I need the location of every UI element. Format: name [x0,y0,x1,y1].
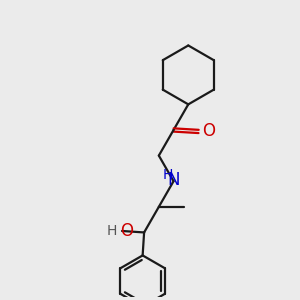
Text: H: H [106,224,117,238]
Text: O: O [202,122,215,140]
Text: H: H [163,168,173,182]
Text: N: N [167,171,180,189]
Text: O: O [121,222,134,240]
